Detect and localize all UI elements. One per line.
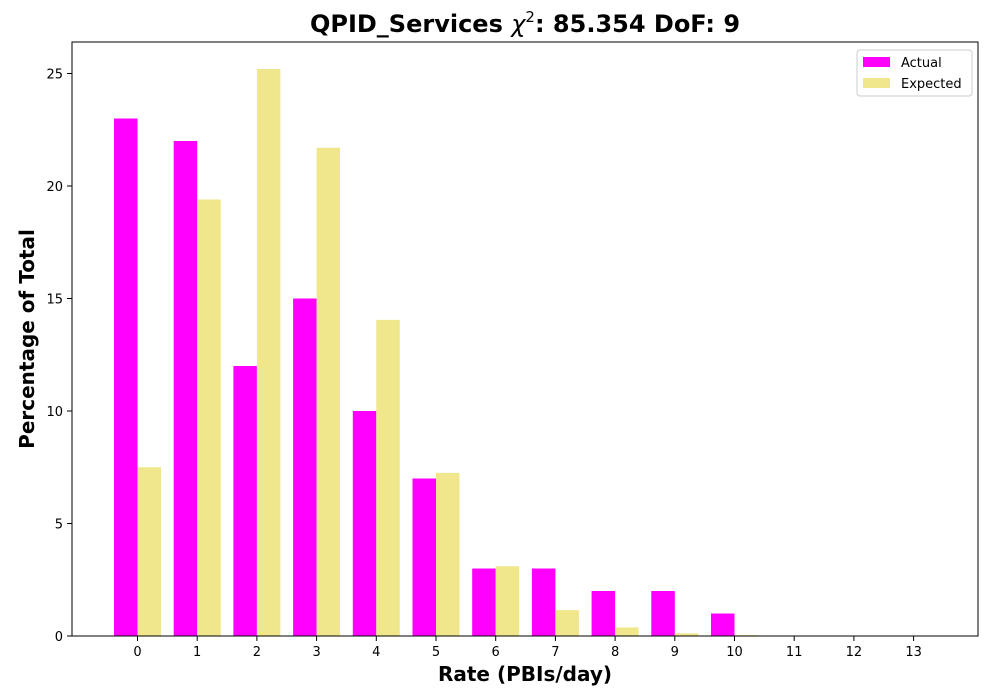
x-tick-label: 8 <box>611 645 619 660</box>
y-axis: 0 5 10 15 20 25 <box>46 68 72 645</box>
x-tick-label: 11 <box>786 645 803 660</box>
x-tick-label: 6 <box>492 645 500 660</box>
y-tick-label: 10 <box>46 405 63 420</box>
bar-expected-3 <box>316 147 341 636</box>
bar-expected-4 <box>376 319 400 637</box>
legend-label-expected: Expected <box>901 77 962 92</box>
x-tick-label: 0 <box>133 645 141 660</box>
legend-swatch-actual <box>863 57 890 67</box>
y-tick-label: 0 <box>55 630 63 645</box>
bar-actual-5 <box>412 478 436 636</box>
bar-actual-4 <box>352 411 377 636</box>
bar-expected-9 <box>674 633 699 636</box>
x-tick-label: 7 <box>551 645 559 660</box>
bar-expected-7 <box>555 610 579 637</box>
bar-actual-6 <box>472 568 496 636</box>
x-tick-label: 13 <box>905 645 922 660</box>
x-axis-label: Rate (PBIs/day) <box>438 662 612 686</box>
chart-title-prefix: QPID_Services <box>310 10 511 38</box>
y-tick-label: 15 <box>46 293 63 308</box>
bar-expected-5 <box>436 472 460 637</box>
chart-title-chi: χ <box>509 10 526 38</box>
bar-actual-7 <box>531 568 556 636</box>
plot-frame <box>71 41 979 637</box>
bars-layer <box>114 69 818 637</box>
legend: Actual Expected <box>856 49 973 97</box>
bar-expected-8 <box>615 627 639 636</box>
y-tick-label: 20 <box>46 180 63 195</box>
x-tick-label: 3 <box>312 645 320 660</box>
bar-expected-6 <box>495 566 520 636</box>
legend-swatch-expected <box>863 78 890 88</box>
x-tick-label: 1 <box>193 645 201 660</box>
bar-actual-3 <box>293 298 317 636</box>
x-tick-label: 10 <box>726 645 743 660</box>
chart-title-superscript: 2 <box>525 8 535 26</box>
x-tick-label: 12 <box>846 645 863 660</box>
y-axis-label: Percentage of Total <box>15 229 39 449</box>
x-axis: 0 1 2 3 4 5 6 7 8 9 10 11 12 13 <box>133 636 922 660</box>
chart-title-suffix: : 85.354 DoF: 9 <box>535 10 740 38</box>
legend-label-actual: Actual <box>901 56 942 71</box>
x-tick-label: 2 <box>253 645 261 660</box>
bar-actual-8 <box>591 591 616 636</box>
bar-expected-2 <box>256 69 281 636</box>
bar-actual-2 <box>233 366 257 636</box>
bar-actual-9 <box>651 591 675 636</box>
bar-actual-0 <box>114 118 138 636</box>
y-tick-label: 5 <box>55 518 63 533</box>
x-tick-label: 9 <box>671 645 679 660</box>
bar-actual-10 <box>711 613 735 636</box>
chart-title: QPID_Services χ2: 85.354 DoF: 9 <box>310 8 740 38</box>
x-tick-label: 4 <box>372 645 380 660</box>
bar-actual-1 <box>173 141 198 636</box>
bar-expected-1 <box>197 199 221 636</box>
bar-expected-0 <box>137 467 161 636</box>
y-tick-label: 25 <box>46 68 63 83</box>
x-tick-label: 5 <box>432 645 440 660</box>
